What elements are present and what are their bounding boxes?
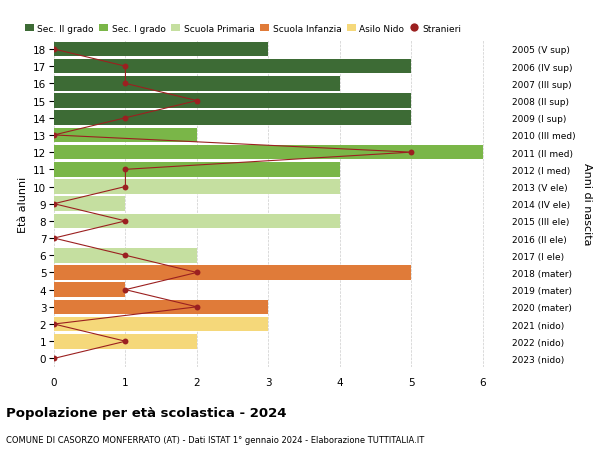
Bar <box>54 317 268 331</box>
Y-axis label: Anni di nascita: Anni di nascita <box>582 163 592 246</box>
Y-axis label: Età alunni: Età alunni <box>17 176 28 232</box>
Point <box>192 98 202 105</box>
Point <box>121 286 130 294</box>
Text: COMUNE DI CASORZO MONFERRATO (AT) - Dati ISTAT 1° gennaio 2024 - Elaborazione TU: COMUNE DI CASORZO MONFERRATO (AT) - Dati… <box>6 435 424 444</box>
Bar <box>54 283 125 297</box>
Point <box>49 355 59 362</box>
Bar <box>54 60 411 74</box>
Point <box>406 149 416 157</box>
Bar <box>54 197 125 212</box>
Point <box>121 115 130 122</box>
Legend: Sec. II grado, Sec. I grado, Scuola Primaria, Scuola Infanzia, Asilo Nido, Stran: Sec. II grado, Sec. I grado, Scuola Prim… <box>25 25 461 34</box>
Point <box>121 218 130 225</box>
Bar <box>54 180 340 195</box>
Point <box>121 80 130 88</box>
Bar <box>54 77 340 91</box>
Point <box>49 132 59 140</box>
Point <box>49 201 59 208</box>
Bar <box>54 43 268 57</box>
Point <box>49 235 59 242</box>
Point <box>121 184 130 191</box>
Point <box>121 63 130 71</box>
Bar <box>54 214 340 229</box>
Point <box>121 252 130 259</box>
Bar <box>54 266 411 280</box>
Point <box>49 321 59 328</box>
Point <box>49 46 59 54</box>
Point <box>192 269 202 276</box>
Bar <box>54 111 411 126</box>
Bar <box>54 94 411 109</box>
Bar <box>54 129 197 143</box>
Bar <box>54 300 268 314</box>
Text: Popolazione per età scolastica - 2024: Popolazione per età scolastica - 2024 <box>6 406 287 419</box>
Bar <box>54 334 197 349</box>
Point <box>121 338 130 345</box>
Bar <box>54 248 197 263</box>
Point <box>192 303 202 311</box>
Point <box>121 166 130 174</box>
Bar <box>54 146 482 160</box>
Bar <box>54 162 340 177</box>
